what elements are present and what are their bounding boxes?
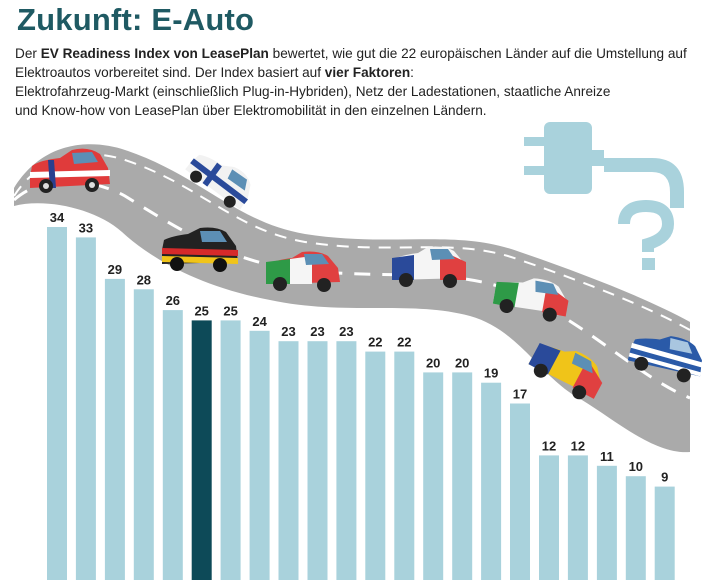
bar-9	[278, 341, 299, 580]
intro-text-part: bewertet, wie gut die 22 europäischen Lä…	[15, 46, 687, 80]
intro-text-part: :	[410, 65, 414, 80]
car-germany-icon	[162, 227, 238, 272]
value-label-4: 28	[137, 272, 151, 287]
bar-20	[596, 465, 617, 580]
intro-text: Der EV Readiness Index von LeasePlan bew…	[15, 44, 705, 120]
value-label-14: 20	[426, 355, 440, 370]
value-label-2: 33	[79, 220, 93, 235]
value-label-1: 34	[50, 210, 65, 225]
bar-15	[452, 372, 473, 580]
value-label-21: 10	[629, 459, 643, 474]
car-greece-icon	[627, 336, 704, 383]
intro-text-part: Der	[15, 46, 41, 61]
page-title: Zukunft: E-Auto	[17, 2, 255, 37]
value-labels-group: 34 33 29 28 26 25 25 24 23 23 23 22 22 20 20 19 17 12 12 11…	[50, 210, 669, 485]
car-finland-icon	[185, 154, 251, 210]
value-label-11: 23	[339, 324, 353, 339]
bars-group	[47, 227, 675, 580]
intro-line-factors: Elektrofahrzeug-Markt (einschließlich Pl…	[15, 84, 611, 99]
value-label-17: 17	[513, 387, 527, 402]
bar-5	[162, 310, 183, 580]
intro-bold-index: EV Readiness Index von LeasePlan	[40, 46, 269, 61]
value-label-18: 12	[542, 438, 556, 453]
intro-bold-factors: vier Faktoren	[324, 65, 411, 80]
bar-14	[423, 372, 444, 580]
value-label-22: 9	[661, 470, 668, 485]
bar-4	[133, 289, 154, 580]
value-label-13: 22	[397, 335, 411, 350]
bar-3	[104, 278, 125, 580]
value-label-7: 25	[223, 303, 237, 318]
value-label-8: 24	[252, 314, 267, 329]
value-label-15: 20	[455, 355, 469, 370]
bar-17	[510, 403, 530, 580]
car-france-icon	[392, 246, 466, 288]
bar-10	[307, 341, 328, 580]
value-label-20: 11	[600, 449, 614, 464]
car-norway-icon	[30, 148, 110, 193]
bar-7	[220, 320, 241, 580]
plug-icon	[524, 122, 684, 208]
bar-12	[365, 351, 386, 580]
bar-19	[567, 455, 588, 580]
value-label-6: 25	[194, 303, 208, 318]
value-label-5: 26	[166, 293, 180, 308]
bar-22	[654, 486, 675, 580]
value-label-10: 23	[310, 324, 324, 339]
road-icon	[13, 144, 691, 453]
bar-2	[75, 237, 96, 580]
value-label-16: 19	[484, 366, 498, 381]
bar-6	[191, 320, 212, 580]
value-label-19: 12	[571, 438, 585, 453]
bar-1	[47, 227, 67, 580]
car-italy-icon	[266, 251, 340, 292]
bar-8	[249, 330, 270, 580]
bar-16	[481, 382, 502, 580]
bar-11	[336, 341, 357, 580]
bar-13	[394, 351, 415, 580]
value-label-3: 29	[108, 262, 122, 277]
value-label-12: 22	[368, 335, 382, 350]
bar-18	[539, 455, 559, 580]
question-mark-icon	[618, 199, 675, 270]
value-label-9: 23	[281, 324, 295, 339]
bar-21	[625, 476, 646, 580]
intro-line-knowhow: und Know-how von LeasePlan über Elektrom…	[15, 103, 487, 118]
car-belgium-icon	[528, 342, 603, 400]
car-italy-icon	[492, 278, 569, 322]
